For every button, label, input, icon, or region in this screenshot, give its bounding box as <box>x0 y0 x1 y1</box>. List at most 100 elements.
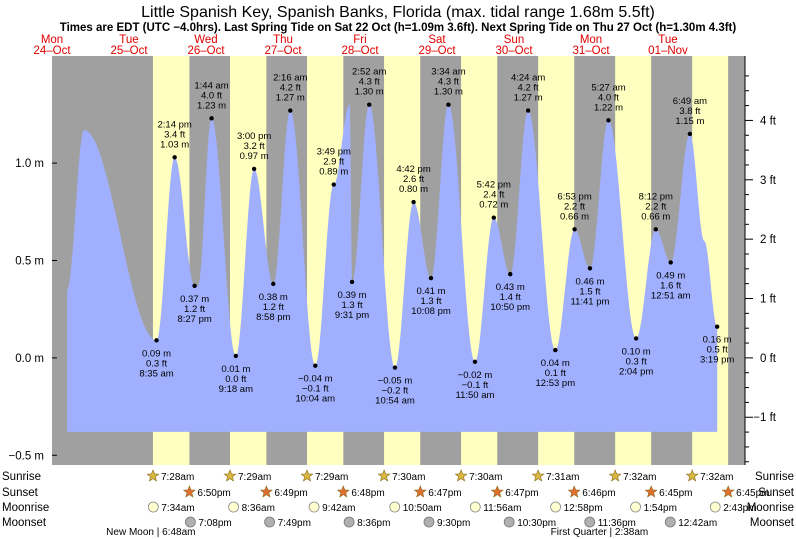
tide-label: 4.0 ft <box>598 92 619 103</box>
tide-label: 10:04 am <box>295 394 335 405</box>
moonrise-time: 10:50am <box>403 503 442 514</box>
left-tick-label: 0.5 m <box>15 256 44 268</box>
moonrise-time: 11:56am <box>483 503 521 514</box>
moonrise-icon <box>630 501 641 513</box>
tide-label: 0.3 ft <box>146 358 167 369</box>
tide-label: 1:44 am <box>194 80 228 91</box>
day-name: Sun <box>504 34 524 46</box>
day-name: Mon <box>580 34 602 46</box>
day-date: 01–Nov <box>648 45 688 57</box>
tide-label: 8:12 pm <box>639 191 673 202</box>
axes: −0.5 m 0.0 m 0.5 m 1.0 m −1 ft 0 ft 1 ft 2 ft 3 … <box>9 56 777 465</box>
row-label-left: Sunset <box>2 487 39 499</box>
tide-point <box>687 131 693 137</box>
tide-point <box>653 227 659 232</box>
day-date: 31–Oct <box>572 45 610 57</box>
tide-label: 5:42 pm <box>477 180 511 191</box>
tide-point <box>553 347 558 353</box>
moonrise-icon <box>308 501 320 513</box>
tide-label: 0.01 m <box>221 364 250 375</box>
moonset-time: 7:49pm <box>278 518 311 529</box>
moonrise-icon <box>147 501 159 513</box>
tide-label: 3.8 ft <box>679 106 700 117</box>
tide-label: 0.37 m <box>180 294 209 305</box>
tide-label: 0.38 m <box>259 292 288 303</box>
tide-label: 12:53 pm <box>536 378 576 389</box>
moonset-time: 10:30pm <box>517 518 556 529</box>
tide-label: 0.5 ft <box>707 345 728 356</box>
tide-point <box>606 118 611 123</box>
moonset-icon <box>503 516 515 528</box>
tide-label: 3.4 ft <box>164 129 185 140</box>
left-tick-label: −0.5 m <box>9 450 44 462</box>
tide-point <box>428 275 434 281</box>
tide-label: 9:31 pm <box>335 310 369 321</box>
day-name: Wed <box>194 34 217 46</box>
tide-label: −0.2 ft <box>382 386 409 397</box>
tide-label: 12:51 am <box>651 290 691 301</box>
tide-label: 1.15 m <box>675 116 704 127</box>
right-tick-label: 2 ft <box>760 234 777 246</box>
tide-label: 0.66 m <box>641 211 670 222</box>
tide-label: 3.2 ft <box>244 141 265 152</box>
tide-point <box>172 155 177 160</box>
tide-label: 1.3 ft <box>420 296 441 307</box>
tide-label: 11:41 pm <box>571 296 610 307</box>
chart-title: Little Spanish Key, Spanish Banks, Flori… <box>141 4 655 21</box>
tide-label: 0.89 m <box>319 167 348 178</box>
day-name: Tue <box>119 34 138 46</box>
tide-point <box>472 359 478 364</box>
sunset-icon <box>644 485 658 498</box>
tide-label: 0.39 m <box>338 290 367 301</box>
tide-label: 4:42 pm <box>396 164 430 175</box>
tide-label: 1.2 ft <box>263 302 284 313</box>
tide-label: −0.02 m <box>458 370 493 381</box>
moonset-time: 11:36pm <box>598 518 636 529</box>
tide-label: 4.3 ft <box>359 77 380 88</box>
tide-label: 5:27 am <box>591 82 625 93</box>
sunrise-time: 7:31am <box>546 472 579 483</box>
moonset-icon <box>343 516 355 528</box>
tide-label: 3:00 pm <box>237 131 271 142</box>
tide-label: 10:54 am <box>375 396 415 407</box>
tide-label: 1.23 m <box>197 100 226 111</box>
tide-label: 1.30 m <box>434 87 463 98</box>
tide-extremes: 0.09 m0.3 ft8:35 am2:14 pm3.4 ft1.03 m0.… <box>139 67 734 407</box>
tide-label: 2:52 am <box>352 67 386 78</box>
tide-label: 1.3 ft <box>341 300 362 311</box>
tide-label: 0.0 ft <box>225 374 246 385</box>
right-tick-label: 1 ft <box>760 294 777 306</box>
moonrise-icon <box>228 501 239 513</box>
tide-label: 0.1 ft <box>545 368 566 379</box>
tide-point <box>668 260 673 265</box>
tide-label: 3:49 pm <box>317 147 351 158</box>
tide-label: 0.3 ft <box>626 356 647 367</box>
tide-point <box>192 283 197 289</box>
moon-phase-label: New Moon | 6:48am <box>106 527 195 538</box>
tide-point <box>367 102 372 107</box>
day-headers: Mon24–OctTue25–OctWed26–OctThu27–OctFri2… <box>33 34 688 57</box>
tide-label: 2.2 ft <box>564 201 585 212</box>
sunset-time: 6:48pm <box>351 488 384 499</box>
tide-label: 0.66 m <box>560 211 589 222</box>
tide-label: 1.03 m <box>160 139 189 150</box>
tide-point <box>714 324 720 329</box>
moonset-icon <box>423 516 435 528</box>
left-tick-label: 0.0 m <box>15 353 44 365</box>
right-tick-label: 4 ft <box>760 115 777 127</box>
tide-label: 8:27 pm <box>177 314 211 325</box>
moonrise-icon <box>709 501 721 513</box>
moonset-icon <box>584 516 596 528</box>
tide-label: 0.49 m <box>656 270 685 281</box>
row-label-left: Moonrise <box>2 502 49 514</box>
day-name: Sat <box>428 34 446 46</box>
day-date: 30–Oct <box>495 45 533 57</box>
sunset-time: 6:49pm <box>274 488 307 499</box>
tide-label: 1.30 m <box>355 87 384 98</box>
tide-point <box>572 227 577 232</box>
day-date: 29–Oct <box>418 45 456 57</box>
sunset-time: 6:45pm <box>736 488 769 499</box>
tide-point <box>209 116 214 121</box>
sunset-icon <box>567 485 581 498</box>
